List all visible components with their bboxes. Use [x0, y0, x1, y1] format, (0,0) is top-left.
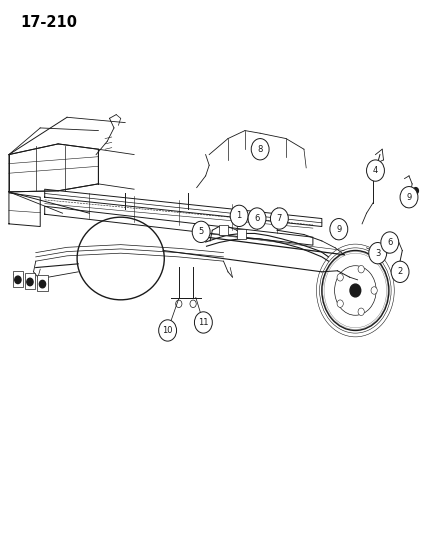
Circle shape [194, 312, 212, 333]
Circle shape [248, 208, 266, 229]
Circle shape [330, 219, 348, 240]
Text: 5: 5 [198, 228, 204, 236]
Circle shape [337, 300, 343, 308]
Circle shape [190, 300, 196, 308]
Text: 11: 11 [198, 318, 209, 327]
Text: 6: 6 [254, 214, 260, 223]
Text: 9: 9 [336, 225, 342, 233]
Circle shape [251, 139, 269, 160]
Circle shape [270, 208, 288, 229]
Text: 6: 6 [387, 238, 392, 247]
Circle shape [337, 273, 343, 281]
Text: 2: 2 [397, 268, 403, 276]
Bar [37, 275, 48, 291]
Bar [219, 225, 228, 235]
Circle shape [381, 232, 399, 253]
Circle shape [15, 276, 21, 284]
Circle shape [400, 187, 418, 208]
Bar [25, 273, 35, 289]
Circle shape [350, 284, 361, 297]
Circle shape [39, 280, 46, 288]
Circle shape [369, 243, 387, 264]
Text: 1: 1 [236, 212, 242, 220]
Text: 9: 9 [406, 193, 412, 201]
Bar [13, 271, 23, 287]
Circle shape [371, 287, 377, 294]
Text: 7: 7 [277, 214, 282, 223]
Text: 3: 3 [375, 249, 380, 257]
Circle shape [358, 265, 364, 273]
Circle shape [176, 300, 182, 308]
Circle shape [391, 261, 409, 282]
Circle shape [159, 320, 177, 341]
Circle shape [367, 160, 384, 181]
Text: 4: 4 [373, 166, 378, 175]
Circle shape [358, 308, 364, 316]
Circle shape [27, 278, 33, 286]
Circle shape [230, 205, 248, 227]
Text: 10: 10 [162, 326, 173, 335]
Circle shape [192, 221, 210, 243]
Text: 8: 8 [257, 145, 263, 154]
Bar [237, 229, 246, 239]
Text: 17-210: 17-210 [20, 15, 77, 30]
Circle shape [413, 188, 418, 194]
